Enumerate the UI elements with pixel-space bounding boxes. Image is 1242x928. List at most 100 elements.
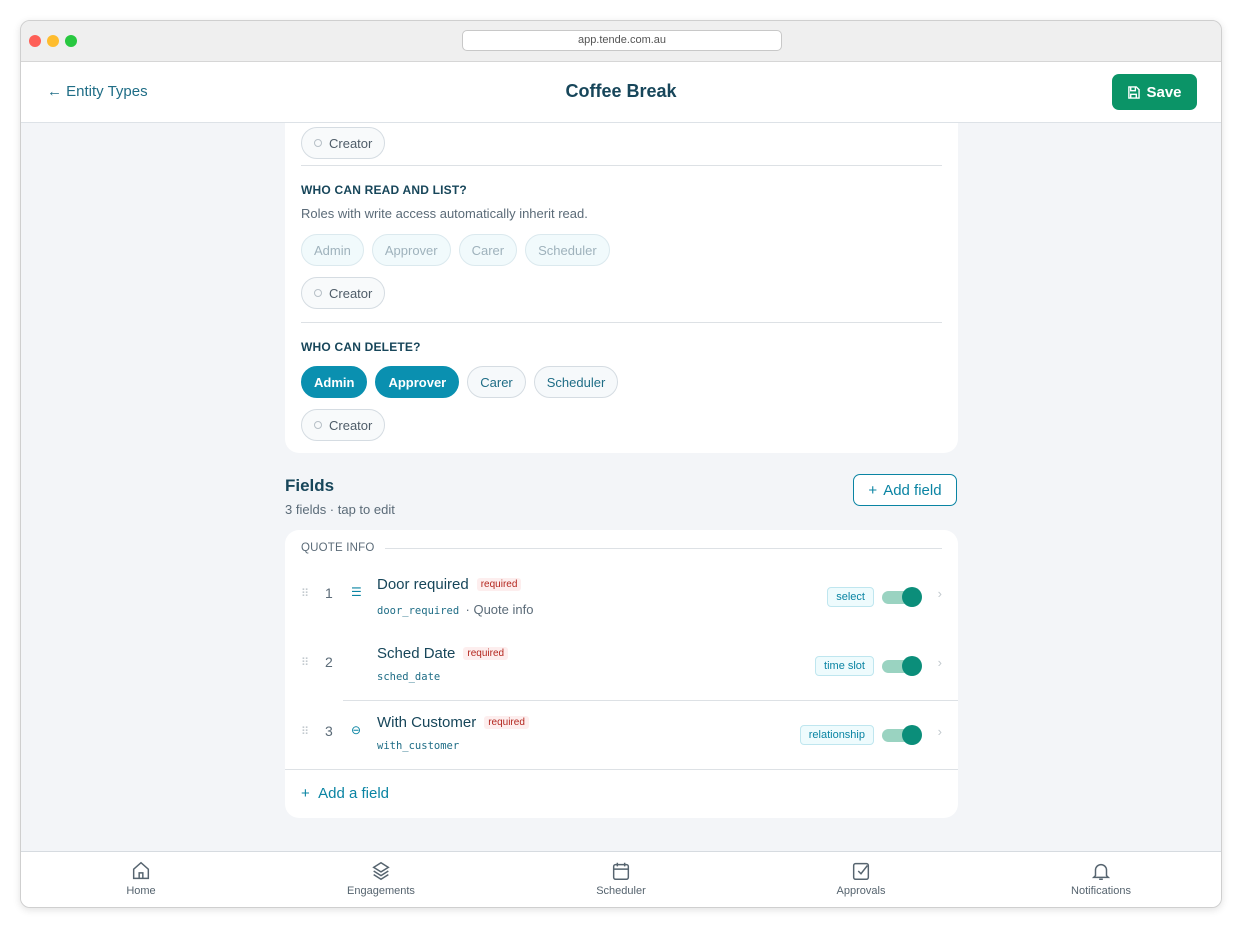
nav-notifications[interactable]: Notifications <box>981 852 1221 907</box>
delete-role-carer[interactable]: Carer <box>467 366 526 398</box>
required-badge: required <box>476 578 522 591</box>
read-role-carer[interactable]: Carer <box>458 234 518 266</box>
field-name: Door required required <box>377 576 522 593</box>
url-bar[interactable]: app.tende.com.au <box>462 30 782 51</box>
delete-role-approver[interactable]: Approver <box>375 366 460 398</box>
list-icon: ☰ <box>351 585 362 599</box>
divider <box>343 700 958 701</box>
divider <box>301 165 942 166</box>
field-row[interactable]: ⠿ 3 ⊖ With Customer required with_custome… <box>285 700 958 769</box>
field-key: with_customer <box>377 740 459 752</box>
field-key: door_required · Quote info <box>377 602 533 617</box>
minimize-window-button[interactable] <box>47 35 59 47</box>
field-group: · Quote info <box>465 602 534 617</box>
read-section-title: WHO CAN READ AND LIST? <box>301 183 467 197</box>
field-key-text: sched_date <box>377 671 441 683</box>
add-a-field-label: Add a field <box>318 785 389 802</box>
circle-icon <box>314 139 322 147</box>
chevron-right-icon[interactable]: › <box>937 724 942 739</box>
drag-handle-icon[interactable]: ⠿ <box>301 588 309 600</box>
home-icon <box>132 861 150 880</box>
layers-icon <box>372 861 390 881</box>
field-key-text: door_required <box>377 605 460 617</box>
role-chip-creator[interactable]: Creator <box>301 127 386 159</box>
circle-icon <box>314 289 322 297</box>
field-number: 2 <box>325 654 333 670</box>
field-key: sched_date <box>377 671 440 683</box>
field-name: Sched Date required <box>377 645 509 662</box>
field-row[interactable]: ⠿ 1 ☰ Door required required door_require… <box>285 562 958 631</box>
back-link[interactable]: ← Entity Types <box>47 83 148 100</box>
nav-approvals[interactable]: Approvals <box>741 852 981 907</box>
nav-label: Notifications <box>1071 885 1131 897</box>
maximize-window-button[interactable] <box>65 35 77 47</box>
permissions-card: Creator WHO CAN READ AND LIST? Roles wit… <box>285 123 958 453</box>
plus-icon: + <box>301 785 310 802</box>
fields-subtitle: 3 fields · tap to edit <box>285 502 395 517</box>
field-number: 3 <box>325 723 333 739</box>
delete-role-creator[interactable]: Creator <box>301 409 386 441</box>
chip-label: Creator <box>329 135 373 151</box>
nav-home[interactable]: Home <box>21 852 261 907</box>
read-role-admin[interactable]: Admin <box>301 234 364 266</box>
bottom-nav: Home Engagements Scheduler Approvals Not… <box>21 851 1221 907</box>
arrow-left-icon: ← <box>47 83 62 100</box>
field-row[interactable]: ⠿ 2 Sched Date required sched_date time s… <box>285 631 958 700</box>
link-icon: ⊖ <box>351 723 362 737</box>
nav-scheduler[interactable]: Scheduler <box>501 852 741 907</box>
add-a-field-link[interactable]: + Add a field <box>301 785 389 802</box>
read-role-approver[interactable]: Approver <box>371 234 451 266</box>
field-key-text: with_customer <box>377 740 460 752</box>
nav-label: Engagements <box>347 885 415 897</box>
required-badge: required <box>484 716 529 729</box>
add-field-label: Add field <box>883 481 942 499</box>
field-name-text: Door required <box>377 576 469 593</box>
divider <box>285 769 958 770</box>
close-window-button[interactable] <box>29 35 41 47</box>
field-enabled-toggle[interactable] <box>882 587 922 607</box>
field-type-badge: select <box>827 587 874 607</box>
chevron-right-icon[interactable]: › <box>937 655 942 670</box>
field-type-badge: time slot <box>815 656 874 676</box>
bell-icon <box>1091 863 1111 880</box>
delete-role-scheduler[interactable]: Scheduler <box>533 366 619 398</box>
main-content: Creator WHO CAN READ AND LIST? Roles wit… <box>21 123 1221 851</box>
plus-icon: + <box>868 481 878 499</box>
page-header: ← Entity Types Coffee Break Save <box>21 62 1221 123</box>
field-enabled-toggle[interactable] <box>882 725 922 745</box>
calendar-icon <box>612 862 630 880</box>
read-role-scheduler[interactable]: Scheduler <box>525 234 610 266</box>
drag-handle-icon[interactable]: ⠿ <box>301 657 309 669</box>
chip-label: Creator <box>329 285 373 301</box>
field-enabled-toggle[interactable] <box>882 656 922 676</box>
back-label: Entity Types <box>66 83 148 100</box>
field-name: With Customer required <box>377 714 529 731</box>
add-field-button[interactable]: + Add field <box>853 474 957 506</box>
circle-icon <box>314 421 322 429</box>
read-section-subtitle: Roles with write access automatically in… <box>301 206 588 221</box>
checkbox-icon <box>852 862 870 880</box>
chip-label: Creator <box>329 417 373 433</box>
browser-titlebar: app.tende.com.au <box>21 21 1221 62</box>
save-label: Save <box>1146 83 1182 101</box>
group-label: QUOTE INFO <box>301 542 375 554</box>
nav-label: Approvals <box>836 885 886 897</box>
chevron-right-icon[interactable]: › <box>937 586 942 601</box>
drag-handle-icon[interactable]: ⠿ <box>301 726 309 738</box>
nav-engagements[interactable]: Engagements <box>261 852 501 907</box>
browser-window: app.tende.com.au ← Entity Types Coffee B… <box>20 20 1222 908</box>
delete-section-title: WHO CAN DELETE? <box>301 340 421 354</box>
nav-label: Scheduler <box>596 885 646 897</box>
divider <box>301 322 942 323</box>
divider <box>385 548 942 549</box>
nav-label: Home <box>126 885 156 897</box>
save-icon <box>1128 85 1141 99</box>
fields-card: QUOTE INFO ⠿ 1 ☰ Door required required d… <box>285 530 958 818</box>
required-badge: required <box>463 647 509 660</box>
page-title: Coffee Break <box>565 81 677 101</box>
field-name-text: With Customer <box>377 714 477 731</box>
save-button[interactable]: Save <box>1112 74 1197 110</box>
delete-role-admin[interactable]: Admin <box>301 366 368 398</box>
field-number: 1 <box>325 585 333 601</box>
read-role-creator[interactable]: Creator <box>301 277 386 309</box>
